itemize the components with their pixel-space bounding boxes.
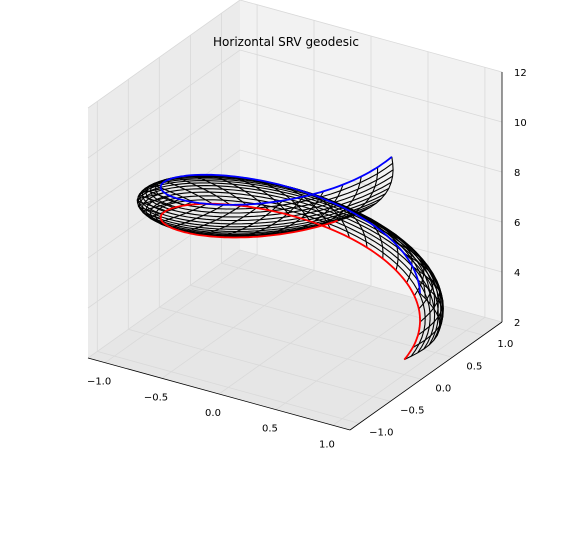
y-tick-label: 0.0 — [435, 383, 451, 394]
grid-line-z — [87, 99, 503, 209]
mesh-line-u — [136, 180, 444, 331]
mesh-line-v — [137, 195, 171, 215]
mesh-line-v — [202, 202, 263, 236]
mesh-line-v — [138, 188, 174, 209]
mesh-line-v — [337, 156, 394, 222]
z-tick-label: 12 — [514, 68, 527, 79]
mesh-line-v — [236, 196, 304, 239]
z-tick-label: 10 — [514, 118, 527, 129]
z-tick-label: 8 — [514, 168, 520, 179]
z-tick-label: 6 — [514, 218, 520, 229]
mesh-line-u — [149, 195, 431, 354]
chart-title: Horizontal SRV geodesic — [213, 35, 359, 49]
x-tick-label: −1.0 — [87, 377, 111, 388]
grid-lines — [87, 0, 503, 431]
y-tick-label: −1.0 — [369, 427, 393, 438]
y-axis-line — [349, 321, 503, 431]
series-curve-end — [159, 156, 421, 294]
mesh-line-v — [142, 198, 181, 219]
mesh-line-v — [218, 200, 283, 238]
x-tick-label: 0.0 — [205, 408, 221, 419]
y-tick-label: −0.5 — [400, 405, 424, 416]
x-tick-label: −0.5 — [144, 392, 168, 403]
mesh-line-v — [163, 178, 213, 205]
mesh-line-v — [324, 198, 384, 259]
mesh-line-v — [144, 184, 185, 207]
mesh-line-v — [159, 203, 208, 227]
x-axis-line — [87, 357, 351, 431]
mesh-line-v — [412, 266, 444, 336]
mesh-line-v — [276, 184, 344, 236]
z-tick-label: 2 — [514, 318, 520, 329]
mesh-line-v — [136, 191, 167, 212]
mesh-line-v — [186, 204, 243, 234]
z-tick-label: 4 — [514, 268, 520, 279]
mesh-line-v — [403, 252, 441, 323]
grid-line-z — [87, 49, 503, 159]
mesh-line-v — [378, 228, 425, 297]
tick-labels: −1.0−0.50.00.51.0−1.0−0.50.00.51.0246810… — [87, 68, 527, 450]
left-pane — [88, 0, 240, 358]
boundary-curves — [159, 156, 422, 361]
y-tick-label: 0.5 — [466, 361, 482, 372]
axes-panes — [88, 0, 502, 430]
mesh-line-v — [362, 217, 413, 284]
grid-line-z — [87, 149, 503, 259]
grid-line-z — [87, 0, 503, 109]
mesh-line-v — [404, 293, 441, 361]
y-tick-label: 1.0 — [497, 339, 513, 350]
x-tick-label: 0.5 — [262, 424, 278, 435]
x-tick-label: 1.0 — [319, 439, 335, 450]
mesh-line-v — [149, 201, 193, 223]
mesh-line-v — [256, 191, 325, 238]
